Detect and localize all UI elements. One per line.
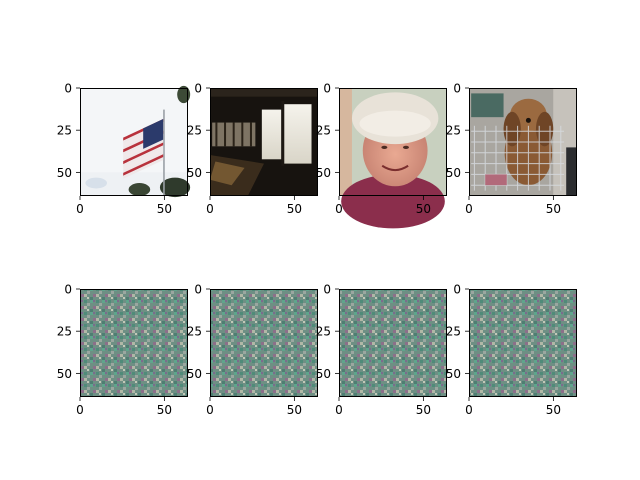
image-periodic-noise-pattern [469,289,577,397]
image-person-in-hairnet [339,88,447,229]
axes-frame [469,289,577,397]
x-tick-label: 50 [546,202,561,216]
y-tick-label: 0 [194,283,202,297]
y-tick-label: 0 [64,82,72,96]
x-tick-label: 0 [335,403,343,417]
image-periodic-noise-pattern [80,289,188,397]
y-tick-label: 50 [316,166,331,180]
axes-frame [339,289,447,397]
axes-frame [210,289,318,397]
y-tick-label: 50 [187,166,202,180]
y-tick-label: 0 [453,283,461,297]
y-tick-label: 0 [453,82,461,96]
y-tick-label: 25 [187,124,202,138]
x-tick-label: 50 [157,403,172,417]
image-periodic-noise-pattern [339,289,447,397]
y-tick-label: 25 [57,124,72,138]
x-tick-label: 0 [76,403,84,417]
axes-frame [339,88,447,196]
y-tick-label: 25 [316,325,331,339]
subplot-r0-c2: 0 50 0 25 50 [316,82,447,229]
image-periodic-noise-pattern [210,289,318,397]
x-tick-label: 0 [206,403,214,417]
x-tick-label: 0 [335,202,343,216]
image-dark-room-interior [210,88,318,196]
subplot-r0-c1: 0 50 0 25 50 [187,82,318,216]
x-tick-label: 50 [287,202,302,216]
subplot-r1-c3: 0 50 0 25 50 [446,283,577,417]
x-tick-label: 50 [416,202,431,216]
subplot-r0-c3: 0 50 0 25 50 [446,82,577,216]
y-tick-label: 0 [64,283,72,297]
y-tick-label: 25 [446,325,461,339]
y-tick-label: 0 [194,82,202,96]
x-tick-label: 50 [287,403,302,417]
axes-frame [210,88,318,196]
image-american-flag [80,85,191,198]
y-tick-label: 25 [57,325,72,339]
y-tick-label: 25 [187,325,202,339]
axes-frame [80,88,188,196]
axes-frame [469,88,577,196]
y-tick-label: 25 [446,124,461,138]
x-tick-label: 0 [206,202,214,216]
y-tick-label: 50 [57,166,72,180]
y-tick-label: 50 [57,367,72,381]
y-tick-label: 50 [446,367,461,381]
y-tick-label: 50 [446,166,461,180]
subplot-r1-c2: 0 50 0 25 50 [316,283,447,417]
image-dog-in-cart [469,88,577,196]
x-tick-label: 0 [465,403,473,417]
y-tick-label: 50 [187,367,202,381]
x-tick-label: 0 [465,202,473,216]
x-tick-label: 0 [76,202,84,216]
axes-frame [80,289,188,397]
x-tick-label: 50 [546,403,561,417]
y-tick-label: 0 [323,283,331,297]
y-tick-label: 0 [323,82,331,96]
x-tick-label: 50 [416,403,431,417]
subplot-r1-c1: 0 50 0 25 50 [187,283,318,417]
y-tick-label: 50 [316,367,331,381]
y-tick-label: 25 [316,124,331,138]
subplot-r1-c0: 0 50 0 25 50 [57,283,188,417]
subplot-r0-c0: 0 50 0 25 50 [57,82,191,216]
flag-shape [123,119,164,179]
x-tick-label: 50 [157,202,172,216]
